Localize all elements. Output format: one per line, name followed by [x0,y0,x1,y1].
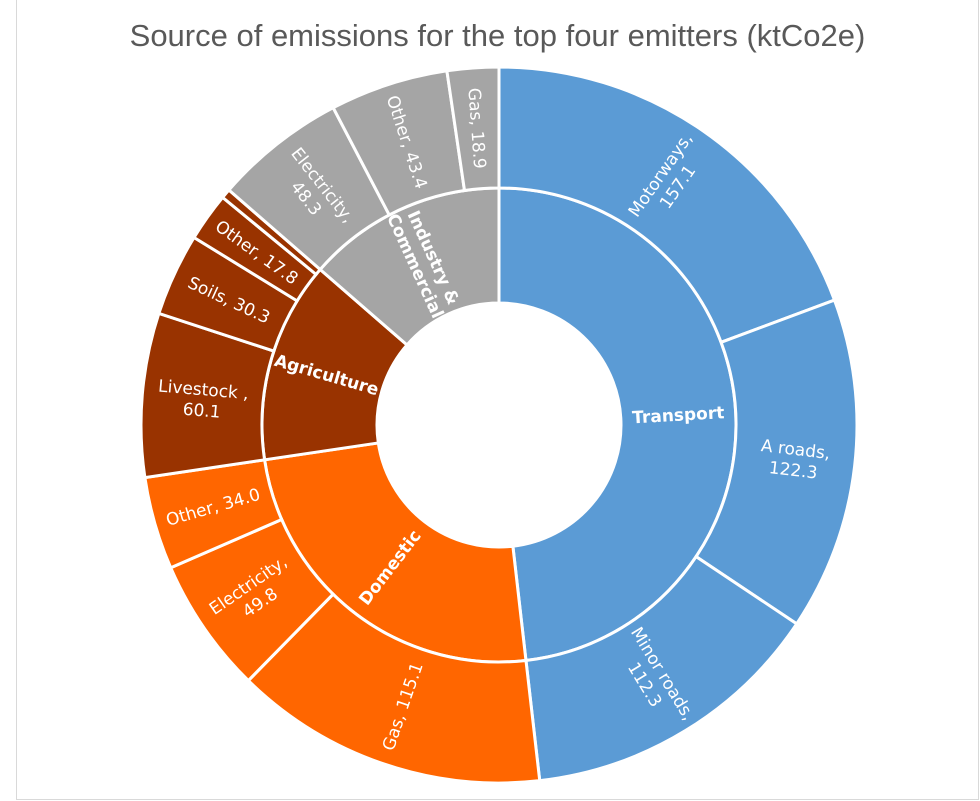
outer-segment-industry-commercial-gas [445,65,501,193]
outer-segment-transport-motorways [497,65,837,345]
chart-title: Source of emissions for the top four emi… [129,18,866,53]
